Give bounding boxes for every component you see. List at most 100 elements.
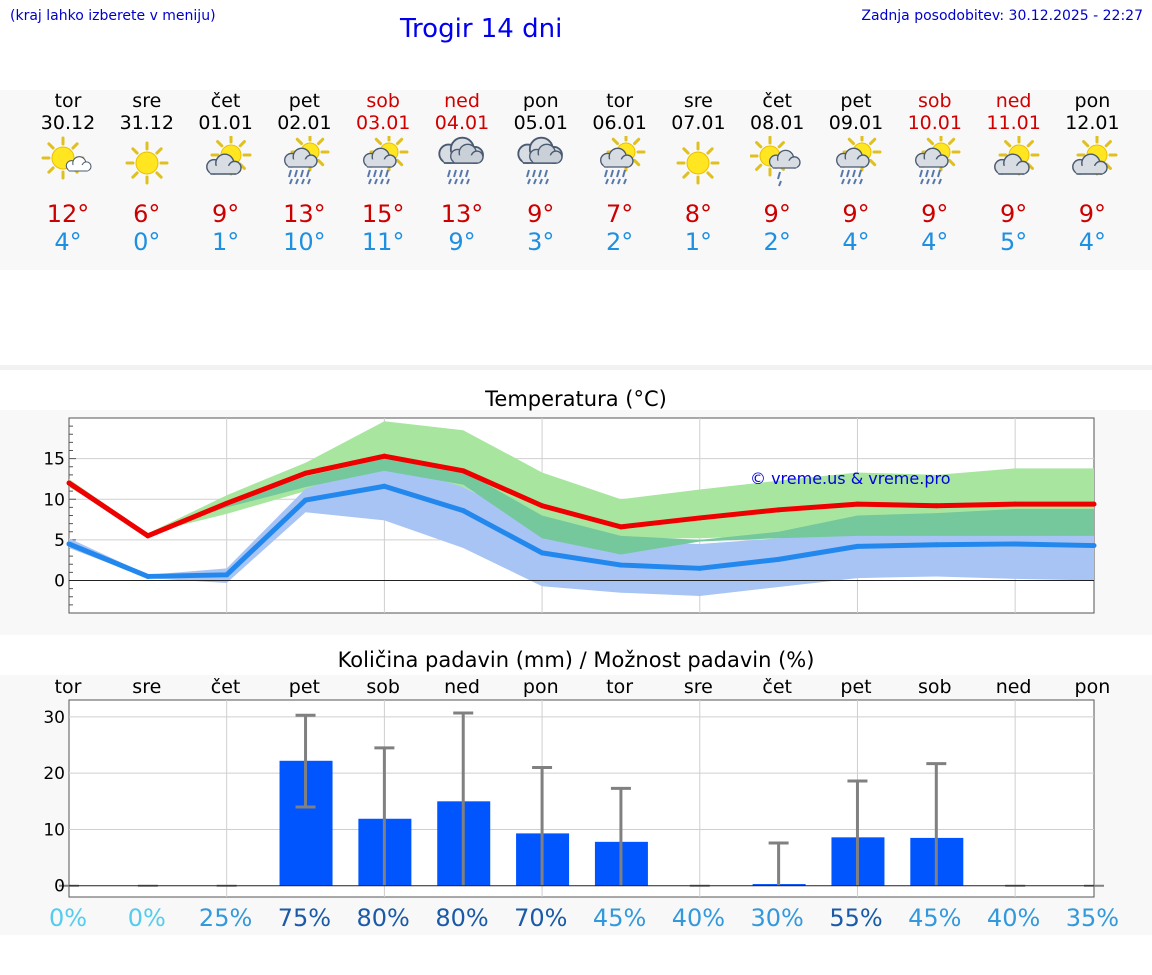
min-temperature: 4°: [842, 228, 870, 256]
min-temperature-point: [1012, 541, 1018, 547]
forecast-strip: [0, 90, 1152, 270]
precipitation-day-label: ned: [444, 676, 480, 698]
y-tick-label: 10: [43, 820, 65, 840]
sun-icon: [125, 141, 169, 185]
max-temperature-point: [145, 533, 151, 539]
day-name: pet: [288, 90, 320, 112]
day-date: 05.01: [513, 112, 568, 134]
day-name: pon: [522, 90, 559, 112]
min-temperature: 5°: [999, 228, 1028, 256]
precipitation-day-label: tor: [606, 676, 634, 698]
min-temperature-point: [145, 573, 151, 579]
sun-shape: [998, 136, 1040, 176]
precipitation-probability: 55%: [829, 904, 883, 932]
precipitation-day-label: tor: [54, 676, 82, 698]
max-temperature: 6°: [133, 200, 161, 228]
precipitation-day-label: ned: [995, 676, 1032, 698]
day-date: 10.01: [907, 112, 962, 134]
min-temperature: 11°: [361, 228, 405, 256]
day-name: pet: [840, 90, 872, 112]
precipitation-chart-title: Količina padavin (mm) / Možnost padavin …: [337, 648, 815, 672]
min-temperature-point: [933, 542, 939, 548]
sun-rain-icon: [363, 136, 409, 185]
max-temperature-point: [854, 501, 860, 507]
precipitation-day-label: sre: [683, 676, 713, 698]
min-temperature-point: [1091, 543, 1097, 549]
day-name: sob: [366, 90, 400, 112]
max-temperature-point: [933, 503, 939, 509]
precipitation-probability: 70%: [514, 904, 568, 932]
max-temperature: 9°: [211, 200, 240, 228]
sun-rain-icon: [284, 136, 330, 185]
day-forecast: sob 10.01 9° 4°: [895, 90, 975, 256]
day-name: ned: [444, 90, 480, 112]
max-temperature-point: [618, 524, 624, 530]
min-temperature: 10°: [283, 228, 326, 256]
day-forecast: čet 01.01 9° 1°: [186, 90, 266, 256]
max-temperature-line: [67, 453, 1094, 539]
precipitation-probability: 0%: [127, 904, 166, 932]
day-date: 02.01: [277, 112, 332, 134]
min-temperature: 4°: [1078, 228, 1107, 256]
cloud-shape: [599, 147, 634, 168]
min-temperature: 1°: [684, 228, 713, 256]
min-temperature-point: [381, 483, 387, 489]
min-temperature: 3°: [527, 228, 555, 256]
max-temperature: 13°: [283, 200, 326, 228]
day-name: tor: [54, 90, 82, 112]
max-temperature-point: [776, 507, 782, 513]
max-temperature: 9°: [999, 200, 1028, 228]
max-temperature: 9°: [527, 200, 555, 228]
temperature-chart: 0 5 10 15 © vreme.us & vreme.pro: [43, 417, 1097, 614]
day-date: 01.01: [198, 112, 253, 134]
rain-cloud-icon: [438, 136, 484, 185]
day-name: čet: [762, 90, 792, 112]
day-name: sob: [918, 90, 952, 112]
min-temperature-point: [854, 543, 860, 549]
precipitation-day-label: čet: [210, 676, 241, 698]
watermark: © vreme.us & vreme.pro: [750, 469, 951, 488]
day-date: 11.01: [986, 112, 1041, 134]
max-temperature-point: [1012, 501, 1018, 507]
precipitation-chart: 0 10 20 30: [43, 699, 1104, 898]
min-temperature-point: [66, 541, 72, 547]
day-forecast: pet 09.01 9° 4°: [816, 90, 896, 256]
day-date: 31.12: [119, 112, 174, 134]
rain-shape: [918, 169, 942, 185]
precipitation-day-label: sob: [366, 676, 400, 698]
sun-rain-icon: [836, 136, 882, 185]
day-forecast: čet 08.01 9° 2°: [737, 90, 817, 256]
sun-shape: [125, 141, 169, 185]
min-temperature: 4°: [921, 228, 949, 256]
cloud-shape: [993, 153, 1030, 175]
day-name: tor: [606, 90, 634, 112]
max-temperature-point: [66, 480, 72, 486]
precipitation-day-label: pon: [522, 676, 559, 698]
sun-shape: [676, 141, 720, 185]
cloud-shape: [528, 143, 563, 164]
day-date: 07.01: [671, 112, 726, 134]
day-name: čet: [210, 90, 241, 112]
min-temperature-line: [68, 483, 1095, 579]
page-title: Trogir 14 dni: [400, 14, 563, 44]
sun-rain-icon: [599, 136, 646, 185]
y-tick-label: 5: [54, 531, 65, 551]
max-temperature: 8°: [684, 200, 713, 228]
max-core-band: [69, 458, 1094, 555]
max-temperature: 7°: [605, 200, 634, 228]
precipitation-probability: 35%: [1065, 904, 1120, 932]
y-tick-label: 20: [43, 764, 65, 784]
sun-cloud-icon: [41, 136, 92, 180]
y-tick-label: 30: [43, 708, 65, 728]
cloud-shape: [914, 147, 949, 168]
cloud-shape: [769, 149, 801, 169]
y-tick-label: 0: [54, 877, 65, 897]
y-tick-label: 15: [43, 450, 65, 470]
sun-icon: [676, 141, 720, 185]
precipitation-probability: 45%: [592, 904, 647, 932]
precipitation-probability: 45%: [908, 904, 962, 932]
precipitation-probability: 80%: [435, 904, 489, 932]
min-temperature: 2°: [763, 228, 791, 256]
cloud-shape: [363, 147, 397, 168]
max-temperature-point: [224, 500, 230, 506]
